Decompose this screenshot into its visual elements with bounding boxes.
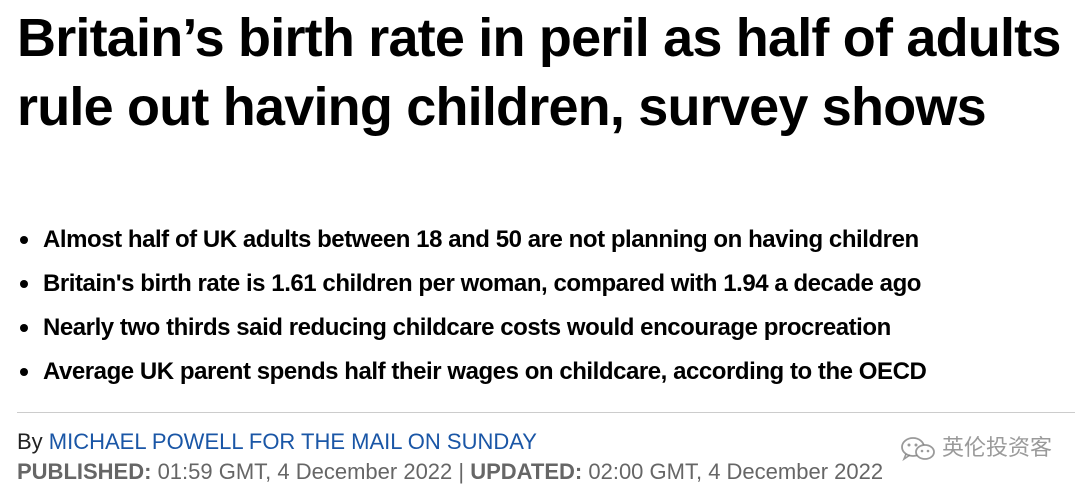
- published-label: PUBLISHED:: [17, 459, 152, 484]
- summary-bullets: Almost half of UK adults between 18 and …: [17, 218, 1077, 394]
- wechat-icon: [901, 437, 935, 462]
- updated-label: UPDATED:: [470, 459, 583, 484]
- bullet-dot-icon: [20, 236, 28, 244]
- bullet-item: Average UK parent spends half their wage…: [17, 350, 1077, 394]
- dateline: PUBLISHED: 01:59 GMT, 4 December 2022 | …: [17, 458, 883, 486]
- watermark: 英伦投资客: [900, 434, 1052, 464]
- bullet-text: Almost half of UK adults between 18 and …: [43, 226, 919, 253]
- headline: Britain’s birth rate in peril as half of…: [17, 8, 1061, 137]
- bullet-text: Average UK parent spends half their wage…: [43, 358, 927, 385]
- bullet-dot-icon: [20, 368, 28, 376]
- watermark-text: 英伦投资客: [941, 436, 1052, 461]
- bullet-item: Almost half of UK adults between 18 and …: [17, 218, 1077, 262]
- bullet-dot-icon: [20, 324, 28, 332]
- byline-prefix: By: [17, 429, 49, 454]
- bullet-text: Nearly two thirds said reducing childcar…: [43, 314, 891, 341]
- published-value: 01:59 GMT, 4 December 2022 |: [151, 459, 471, 484]
- author-link[interactable]: MICHAEL POWELL FOR THE MAIL ON SUNDAY: [48, 429, 537, 454]
- bullet-item: Nearly two thirds said reducing childcar…: [17, 306, 1077, 350]
- bullet-text: Britain's birth rate is 1.61 children pe…: [43, 270, 921, 297]
- updated-value: 02:00 GMT, 4 December 2022: [582, 459, 884, 484]
- byline: By MICHAEL POWELL FOR THE MAIL ON SUNDAY: [17, 428, 537, 456]
- bullet-dot-icon: [20, 280, 28, 288]
- bullet-item: Britain's birth rate is 1.61 children pe…: [17, 262, 1077, 306]
- divider: [17, 412, 1075, 413]
